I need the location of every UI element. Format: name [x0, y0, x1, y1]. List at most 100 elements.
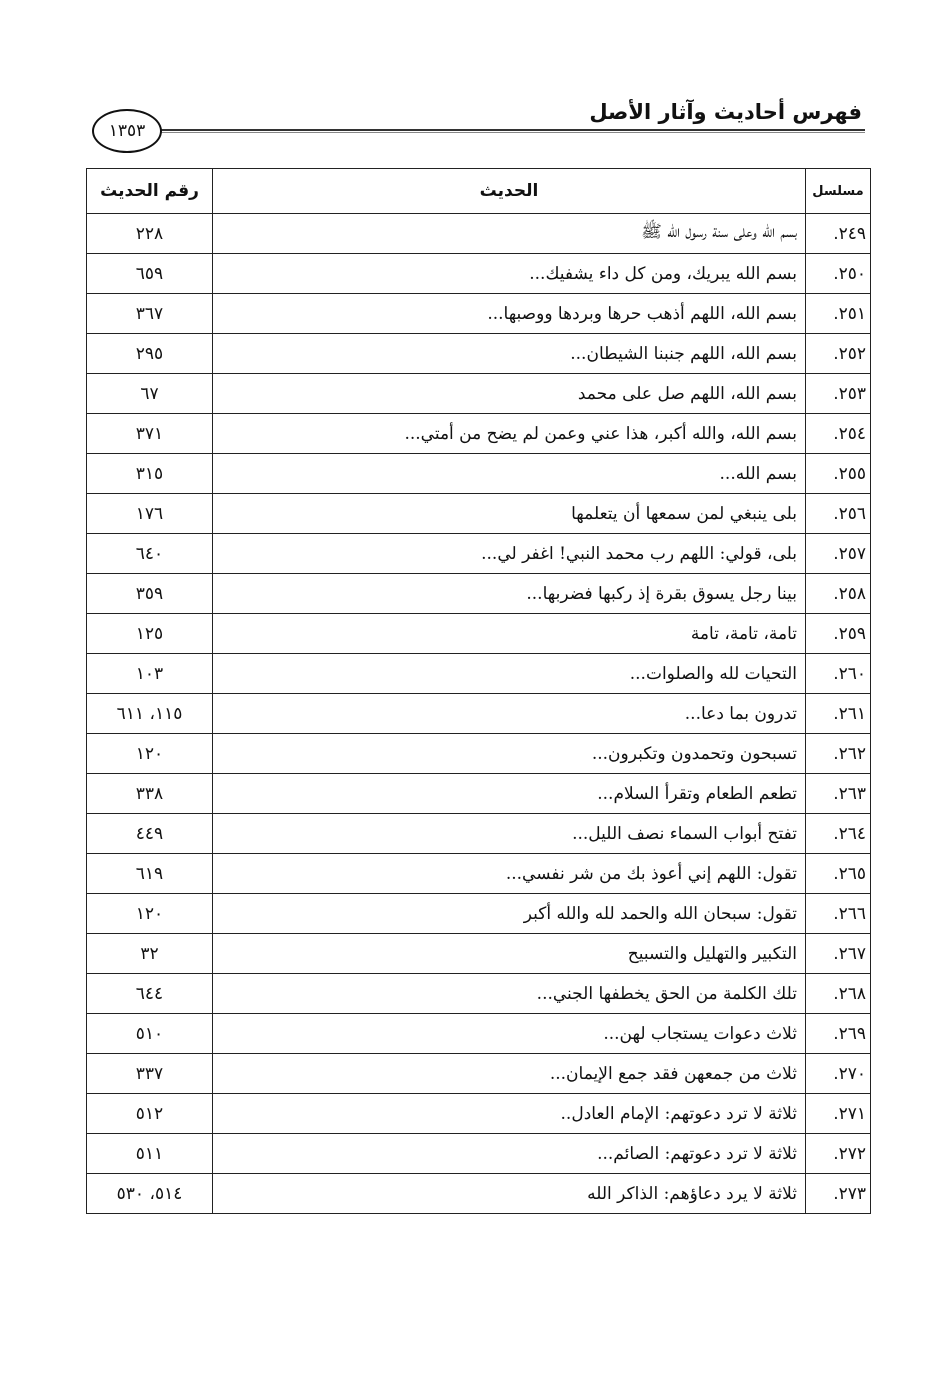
table-row: ٢٧٠. ثلاث من جمعهن فقد جمع الإيمان... ٣٣٧ [86, 1053, 871, 1094]
hadith-text-cell: بينا رجل يسوق بقرة إذ ركبها فضربها... [212, 573, 806, 614]
serial-cell: ٢٥٥. [805, 453, 871, 494]
hadith-number-cell: ١٢٠ [86, 733, 213, 774]
hadith-number-cell: ٥١١ [86, 1133, 213, 1174]
serial-cell: ٢٥٣. [805, 373, 871, 414]
column-header-hadith: الحديث [212, 168, 806, 214]
table-row: ٢٥٢. بسم الله، اللهم جنبنا الشيطان... ٢٩٥ [86, 333, 871, 374]
serial-cell: ٢٥١. [805, 293, 871, 334]
serial-cell: ٢٥٤. [805, 413, 871, 454]
hadith-text-cell: بسم الله وعلى سنة رسول الله ﷺ [212, 213, 806, 254]
hadith-number-cell: ٣٣٨ [86, 773, 213, 814]
hadith-text-cell: بسم الله، اللهم أذهب حرها وبردها ووصبها.… [212, 293, 806, 334]
table-row: ٢٥٣. بسم الله، اللهم صل على محمد ٦٧ [86, 373, 871, 414]
serial-cell: ٢٦١. [805, 693, 871, 734]
hadith-number-cell: ٥١٠ [86, 1013, 213, 1054]
page-number: ١٣٥٣ [92, 109, 162, 153]
hadith-number-cell: ٣٢ [86, 933, 213, 974]
serial-cell: ٢٧٠. [805, 1053, 871, 1094]
running-title: فهرس أحاديث وآثار الأصل [589, 100, 862, 124]
hadith-number-cell: ٦٧ [86, 373, 213, 414]
serial-cell: ٢٦٢. [805, 733, 871, 774]
serial-cell: ٢٥٢. [805, 333, 871, 374]
hadith-number-cell: ٣٧١ [86, 413, 213, 454]
table-row: ٢٦٦. تقول: سبحان الله والحمد لله والله أك… [86, 893, 871, 934]
hadith-text-cell: بسم الله يبريك، ومن كل داء يشفيك... [212, 253, 806, 294]
hadith-text-cell: التحيات لله والصلوات... [212, 653, 806, 694]
serial-cell: ٢٦٨. [805, 973, 871, 1014]
hadith-number-cell: ٣٥٩ [86, 573, 213, 614]
serial-cell: ٢٦٠. [805, 653, 871, 694]
hadith-text-cell: بسم الله، اللهم صل على محمد [212, 373, 806, 414]
table-row: ٢٥٥. بسم الله... ٣١٥ [86, 453, 871, 494]
hadith-number-cell: ١٧٦ [86, 493, 213, 534]
table-row: ٢٦٨. تلك الكلمة من الحق يخطفها الجني... ٦٤… [86, 973, 871, 1014]
hadith-text-cell: بسم الله... [212, 453, 806, 494]
hadith-text-cell: بلى ينبغي لمن سمعها أن يتعلمها [212, 493, 806, 534]
serial-cell: ٢٥٩. [805, 613, 871, 654]
hadith-number-cell: ٤٤٩ [86, 813, 213, 854]
hadith-text-cell: بسم الله، والله أكبر، هذا عني وعمن لم يض… [212, 413, 806, 454]
serial-cell: ٢٦٩. [805, 1013, 871, 1054]
serial-cell: ٢٧١. [805, 1093, 871, 1134]
serial-cell: ٢٤٩. [805, 213, 871, 254]
hadith-number-cell: ٦٤٠ [86, 533, 213, 574]
hadith-text-cell: بسم الله، اللهم جنبنا الشيطان... [212, 333, 806, 374]
table-row: ٢٥٨. بينا رجل يسوق بقرة إذ ركبها فضربها..… [86, 573, 871, 614]
hadith-text-cell: تسبحون وتحمدون وتكبرون... [212, 733, 806, 774]
table-header-row: مسلسل الحديث رقم الحديث [86, 168, 871, 214]
table-row: ٢٥٧. بلى، قولي: اللهم رب محمد النبي! اغفر… [86, 533, 871, 574]
serial-cell: ٢٦٤. [805, 813, 871, 854]
serial-cell: ٢٦٣. [805, 773, 871, 814]
hadith-text-cell: ثلاثة لا ترد دعوتهم: الصائم... [212, 1133, 806, 1174]
hadith-number-cell: ١٢٥ [86, 613, 213, 654]
table-row: ٢٦٥. تقول: اللهم إني أعوذ بك من شر نفسي..… [86, 853, 871, 894]
table-row: ٢٦٤. تفتح أبواب السماء نصف الليل... ٤٤٩ [86, 813, 871, 854]
table-row: ٢٦٢. تسبحون وتحمدون وتكبرون... ١٢٠ [86, 733, 871, 774]
table-row: ٢٧١. ثلاثة لا ترد دعوتهم: الإمام العادل..… [86, 1093, 871, 1134]
hadith-number-cell: ٣٣٧ [86, 1053, 213, 1094]
hadith-number-cell: ٦١٩ [86, 853, 213, 894]
hadith-number-cell: ٦٥٩ [86, 253, 213, 294]
hadith-text-cell: تامة، تامة، تامة [212, 613, 806, 654]
hadith-text-cell: التكبير والتهليل والتسبيح [212, 933, 806, 974]
table-row: ٢٤٩. بسم الله وعلى سنة رسول الله ﷺ ٢٢٨ [86, 213, 871, 254]
serial-cell: ٢٥٨. [805, 573, 871, 614]
hadith-index-table: مسلسل الحديث رقم الحديث ٢٤٩. بسم الله وعل… [86, 168, 871, 1214]
serial-cell: ٢٥٧. [805, 533, 871, 574]
table-row: ٢٥٠. بسم الله يبريك، ومن كل داء يشفيك... ٦… [86, 253, 871, 294]
hadith-text-cell: تلك الكلمة من الحق يخطفها الجني... [212, 973, 806, 1014]
serial-cell: ٢٦٥. [805, 853, 871, 894]
table-row: ٢٥٩. تامة، تامة، تامة ١٢٥ [86, 613, 871, 654]
table-row: ٢٥٦. بلى ينبغي لمن سمعها أن يتعلمها ١٧٦ [86, 493, 871, 534]
table-row: ٢٦١. تدرون بما دعا... ١١٥، ٦١١ [86, 693, 871, 734]
hadith-text-cell: تقول: سبحان الله والحمد لله والله أكبر [212, 893, 806, 934]
hadith-number-cell: ١٢٠ [86, 893, 213, 934]
hadith-text-cell: تقول: اللهم إني أعوذ بك من شر نفسي... [212, 853, 806, 894]
serial-cell: ٢٦٦. [805, 893, 871, 934]
hadith-text-cell: بلى، قولي: اللهم رب محمد النبي! اغفر لي.… [212, 533, 806, 574]
hadith-text-cell: ثلاث دعوات يستجاب لهن... [212, 1013, 806, 1054]
hadith-number-cell: ٢٩٥ [86, 333, 213, 374]
header-rule [160, 129, 865, 133]
hadith-number-cell: ١٠٣ [86, 653, 213, 694]
hadith-text-cell: ثلاث من جمعهن فقد جمع الإيمان... [212, 1053, 806, 1094]
table-row: ٢٦٩. ثلاث دعوات يستجاب لهن... ٥١٠ [86, 1013, 871, 1054]
hadith-text-cell: تدرون بما دعا... [212, 693, 806, 734]
serial-cell: ٢٧٣. [805, 1173, 871, 1214]
serial-cell: ٢٦٧. [805, 933, 871, 974]
table-row: ٢٥٤. بسم الله، والله أكبر، هذا عني وعمن ل… [86, 413, 871, 454]
hadith-number-cell: ٥١٤، ٥٣٠ [86, 1173, 213, 1214]
hadith-number-cell: ٣٦٧ [86, 293, 213, 334]
serial-cell: ٢٧٢. [805, 1133, 871, 1174]
table-row: ٢٦٣. تطعم الطعام وتقرأ السلام... ٣٣٨ [86, 773, 871, 814]
serial-cell: ٢٥٠. [805, 253, 871, 294]
table-row: ٢٦٧. التكبير والتهليل والتسبيح ٣٢ [86, 933, 871, 974]
table-row: ٢٧٣. ثلاثة لا يرد دعاؤهم: الذاكر الله ٥١٤،… [86, 1173, 871, 1214]
hadith-number-cell: ٣١٥ [86, 453, 213, 494]
hadith-text-cell: ثلاثة لا ترد دعوتهم: الإمام العادل.. [212, 1093, 806, 1134]
hadith-number-cell: ١١٥، ٦١١ [86, 693, 213, 734]
hadith-text-cell: ثلاثة لا يرد دعاؤهم: الذاكر الله [212, 1173, 806, 1214]
hadith-number-cell: ٢٢٨ [86, 213, 213, 254]
column-header-serial: مسلسل [805, 168, 871, 214]
hadith-number-cell: ٦٤٤ [86, 973, 213, 1014]
